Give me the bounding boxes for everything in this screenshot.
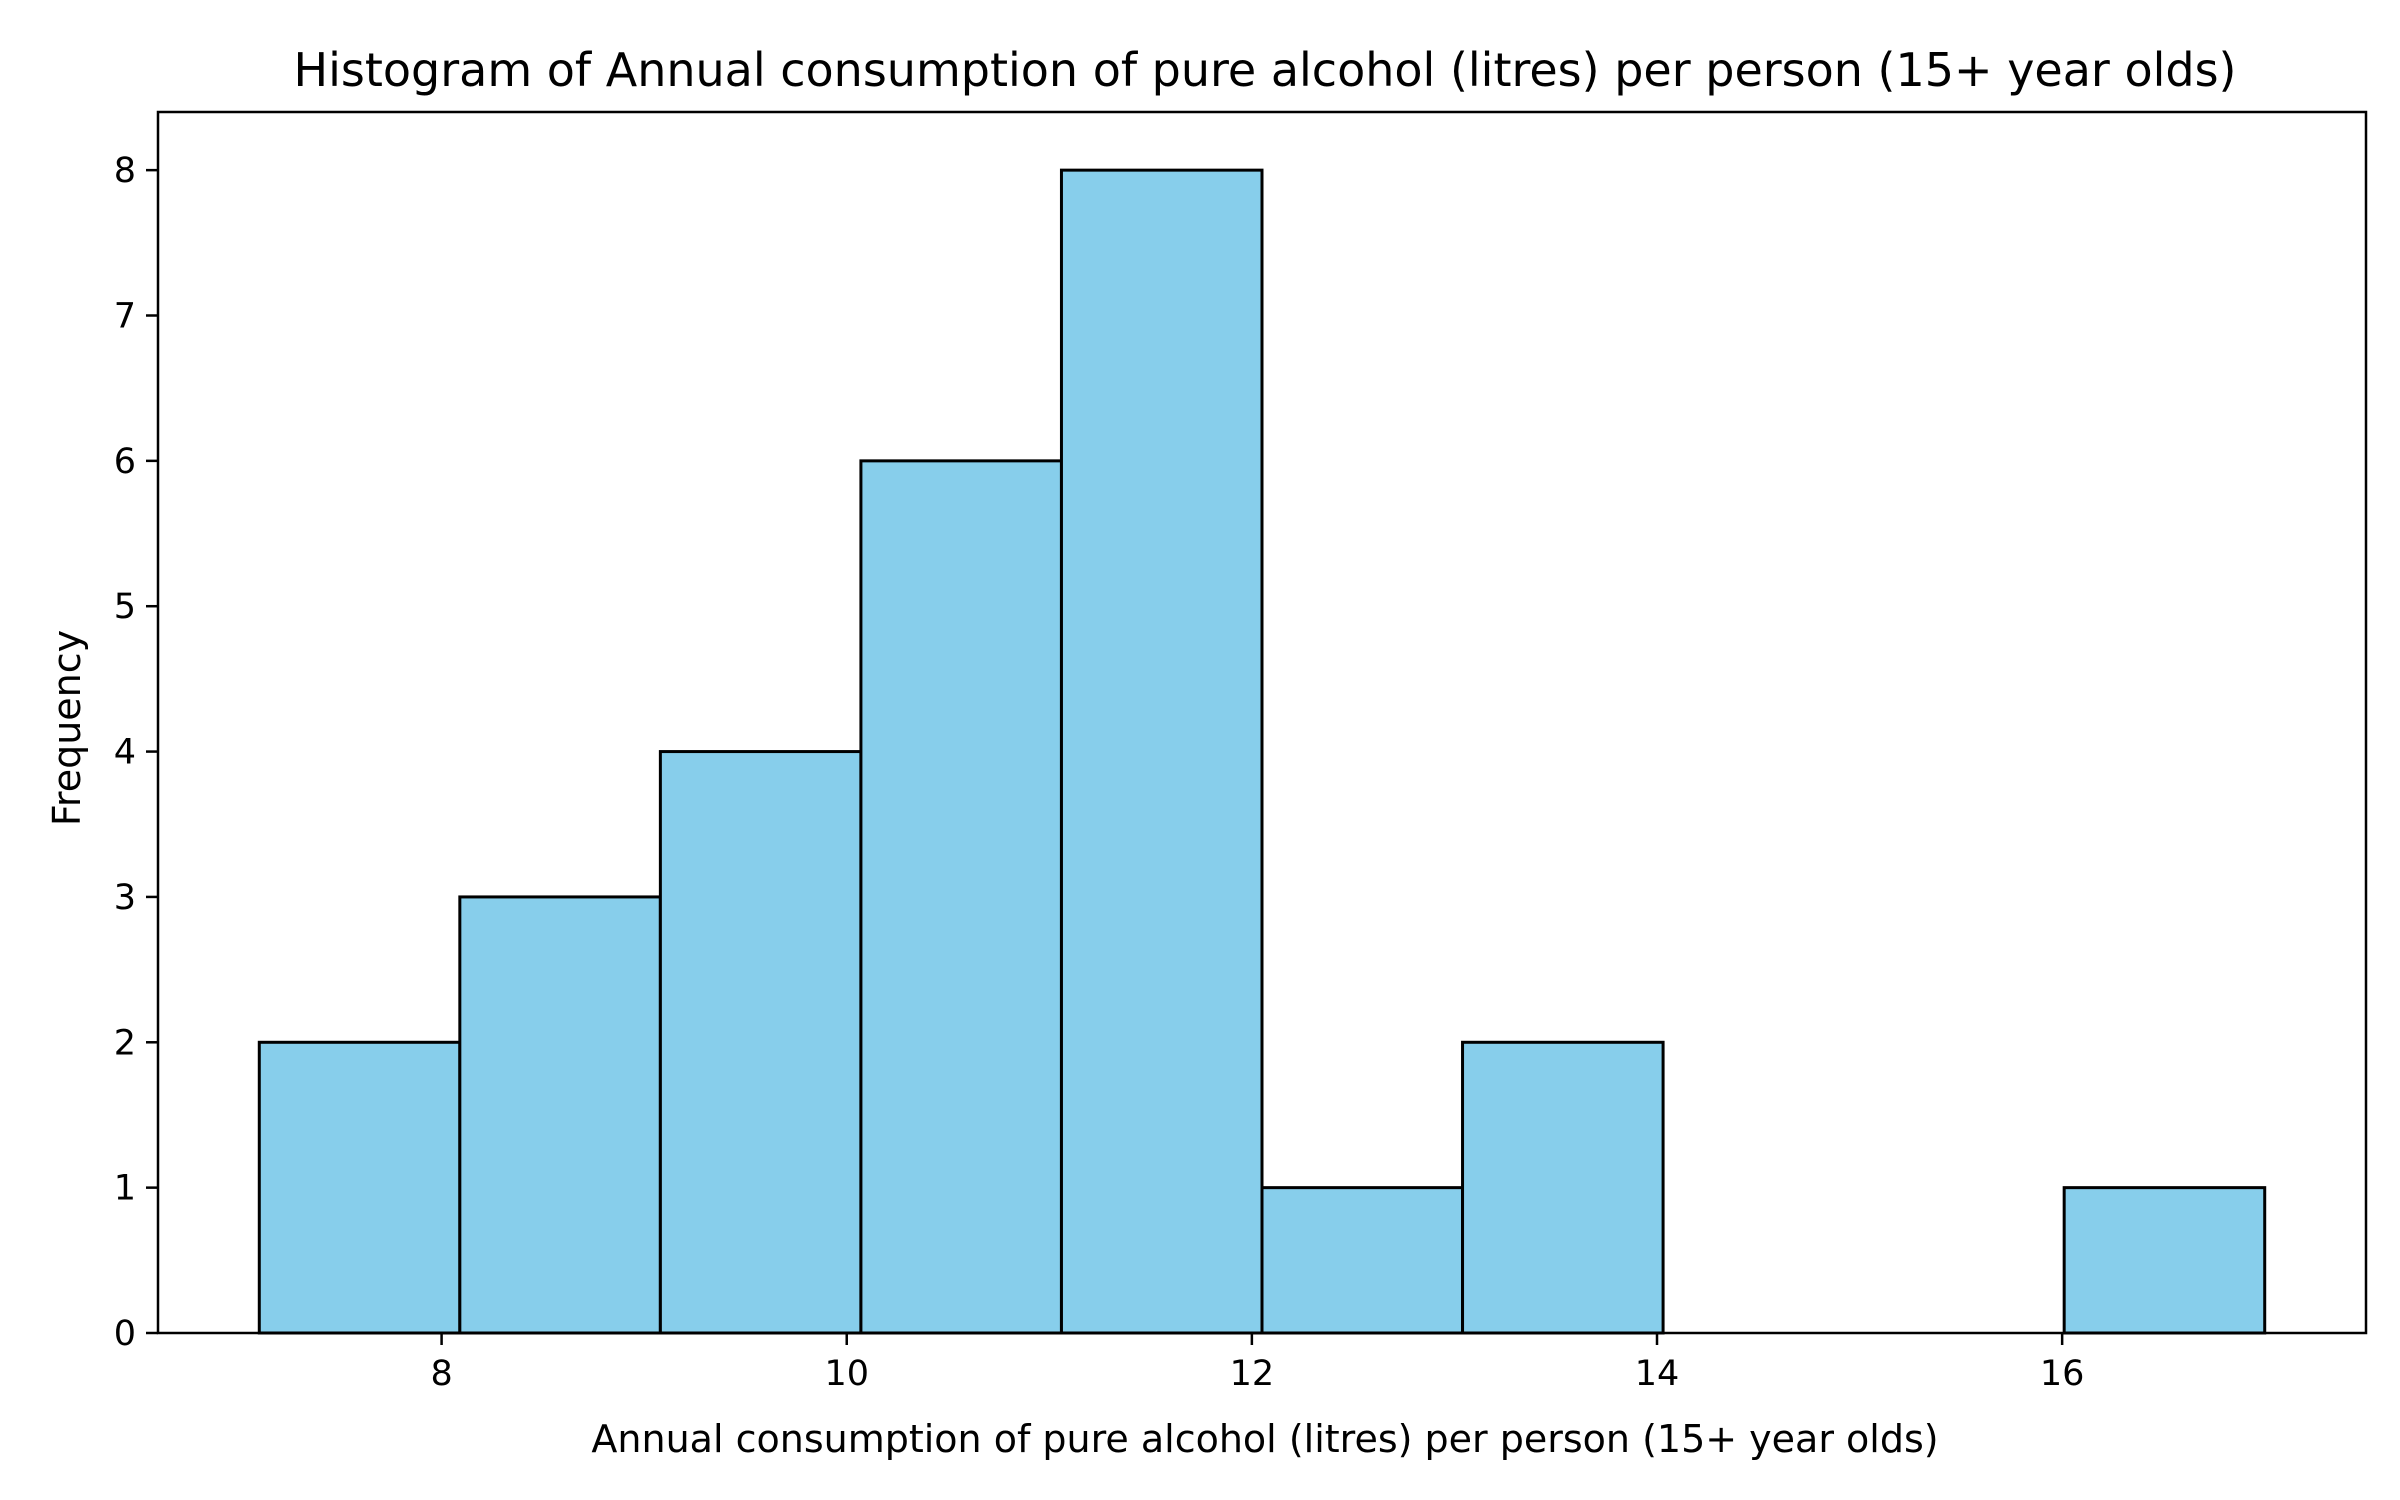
histogram-bar	[859, 459, 1063, 1335]
y-tick-label: 5	[114, 587, 136, 627]
x-tick-label: 14	[1635, 1354, 1680, 1394]
y-axis-ticks: 0 1 2 3 4 5 6 7 8	[114, 151, 158, 1354]
plot-area-frame	[156, 110, 2368, 1335]
y-tick-label: 2	[114, 1023, 136, 1063]
y-tick-label: 8	[114, 151, 136, 191]
x-tick-label: 8	[430, 1354, 452, 1394]
x-axis-label: Annual consumption of pure alcohol (litr…	[591, 1417, 1938, 1461]
histogram-bar	[1461, 1040, 1665, 1335]
bars-group	[257, 168, 2267, 1335]
histogram-bar	[257, 1040, 462, 1335]
x-tick-label: 10	[824, 1354, 869, 1394]
y-tick-label: 6	[114, 442, 136, 482]
histogram-bar	[658, 750, 863, 1335]
y-tick-label: 7	[114, 297, 136, 337]
histogram-bar	[2062, 1186, 2267, 1335]
y-tick-label: 0	[114, 1314, 136, 1354]
histogram-bar	[1059, 168, 1264, 1335]
y-tick-label: 1	[114, 1169, 136, 1209]
y-tick-label: 3	[114, 878, 136, 918]
chart-title: Histogram of Annual consumption of pure …	[294, 43, 2237, 97]
y-tick-label: 4	[114, 733, 136, 773]
x-tick-label: 16	[2040, 1354, 2085, 1394]
x-axis-ticks: 8 10 12 14 16	[430, 1333, 2084, 1394]
histogram-bar	[1260, 1186, 1465, 1335]
x-tick-label: 12	[1230, 1354, 1275, 1394]
y-axis-label: Frequency	[45, 630, 89, 826]
histogram-bar	[458, 895, 662, 1335]
